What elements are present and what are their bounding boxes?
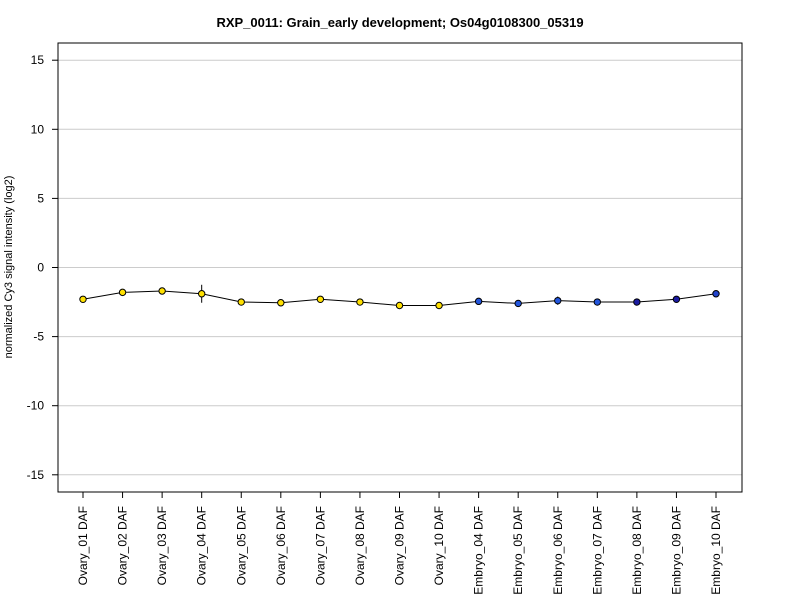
x-tick-label: Ovary_10 DAF [432,506,446,585]
chart-title: RXP_0011: Grain_early development; Os04g… [216,15,583,30]
data-point [474,297,483,306]
x-tick-label: Embryo_04 DAF [472,506,486,595]
x-tick-label: Ovary_01 DAF [76,506,90,585]
y-tick-label: 5 [37,191,44,205]
grid-lines [58,59,742,476]
data-point [197,290,206,298]
data-point [514,299,522,308]
data-point [79,295,87,303]
data-point [118,288,127,297]
x-tick-label: Ovary_04 DAF [195,506,209,585]
data-point [237,298,245,306]
data-point [277,299,285,307]
data-point [316,295,325,303]
x-tick-label: Ovary_07 DAF [313,506,327,585]
x-tick-label: Embryo_07 DAF [590,506,604,595]
data-point [712,290,720,298]
x-tick-label: Embryo_10 DAF [709,506,723,595]
data-point [593,298,602,306]
y-tick-label: 10 [31,122,45,136]
y-tick-label: 0 [37,261,44,275]
data-point [633,298,641,306]
x-tick-label: Embryo_09 DAF [669,506,683,595]
x-tick-label: Embryo_08 DAF [630,506,644,595]
y-tick-label: -15 [27,468,45,482]
data-point [356,298,364,306]
data-points [79,287,720,310]
x-tick-label: Ovary_05 DAF [234,506,248,585]
x-axis: Ovary_01 DAF Ovary_02 DAF Ovary_03 DAF Ovar… [76,492,723,595]
y-tick-label: -5 [33,330,44,344]
data-point [672,295,681,303]
x-tick-label: Ovary_03 DAF [155,506,169,585]
y-axis-label: normalized Cy3 signal intensity (log2) [3,176,15,359]
x-tick-label: Ovary_08 DAF [353,506,367,585]
x-tick-label: Ovary_09 DAF [393,506,407,585]
x-tick-label: Ovary_06 DAF [274,506,288,585]
x-tick-label: Embryo_05 DAF [511,506,525,595]
data-point [435,301,443,310]
x-tick-label: Embryo_06 DAF [551,506,565,595]
data-point [158,287,166,295]
y-tick-label: -10 [27,399,45,413]
y-tick-label: 15 [31,53,45,67]
data-point [395,301,404,310]
data-point [554,296,562,305]
y-axis: 15 10 5 0 -5 -10 -15 [27,53,58,482]
x-tick-label: Ovary_02 DAF [116,506,130,585]
